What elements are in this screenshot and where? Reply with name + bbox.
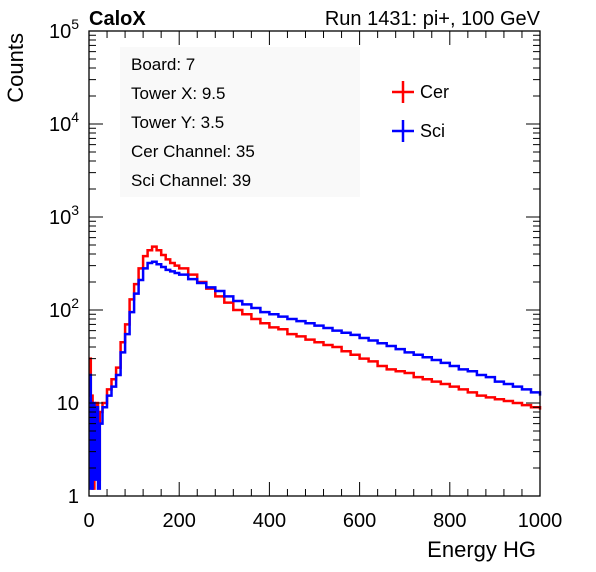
series-cer-line: [89, 245, 542, 490]
legend: Cer Sci: [392, 81, 449, 142]
legend-sci-label: Sci: [420, 121, 445, 141]
y-tick-label: 105: [49, 16, 79, 43]
info-box: [120, 47, 360, 197]
y-tick-exponent: 4: [71, 109, 79, 125]
y-tick-exponent: 3: [71, 202, 79, 218]
series-layer: [89, 245, 542, 490]
info-board: Board: 7: [131, 55, 195, 74]
y-axis-title: Counts: [3, 33, 28, 103]
y-tick-exponent: 5: [71, 16, 79, 32]
y-tick-label: 1: [68, 486, 79, 508]
series-sci-line: [89, 260, 542, 490]
y-tick-label: 10: [57, 393, 79, 415]
y-tick-label: 102: [49, 295, 79, 322]
y-tick-label: 103: [49, 202, 79, 229]
info-cer-channel: Cer Channel: 35: [131, 142, 255, 161]
y-tick-base: 10: [49, 300, 71, 322]
x-axis-title: Energy HG: [427, 537, 536, 562]
info-tower-y: Tower Y: 3.5: [131, 113, 224, 132]
plot-frame: [88, 30, 541, 497]
info-sci-channel: Sci Channel: 39: [131, 171, 251, 190]
x-tick-label: 800: [433, 510, 466, 532]
legend-cer-marker: [392, 81, 414, 103]
y-tick-base: 10: [49, 207, 71, 229]
info-tower-x: Tower X: 9.5: [131, 84, 226, 103]
x-tick-label: 600: [343, 510, 376, 532]
y-tick-label: 104: [49, 109, 79, 136]
y-tick-base: 10: [57, 393, 79, 415]
x-tick-label: 400: [253, 510, 286, 532]
x-tick-label: 1000: [518, 510, 563, 532]
run-info: Run 1431: pi+, 100 GeV: [325, 8, 541, 30]
legend-sci-marker: [392, 120, 414, 142]
y-tick-exponent: 2: [71, 295, 79, 311]
legend-cer-label: Cer: [420, 82, 449, 102]
x-tick-label: 0: [83, 510, 94, 532]
x-tick-label: 200: [163, 510, 196, 532]
y-tick-base: 10: [49, 114, 71, 136]
y-tick-base: 10: [49, 21, 71, 43]
x-axis: 0 200 400 600 800 1000: [83, 31, 562, 532]
y-tick-base: 1: [68, 486, 79, 508]
experiment-label: CaloX: [89, 8, 146, 30]
